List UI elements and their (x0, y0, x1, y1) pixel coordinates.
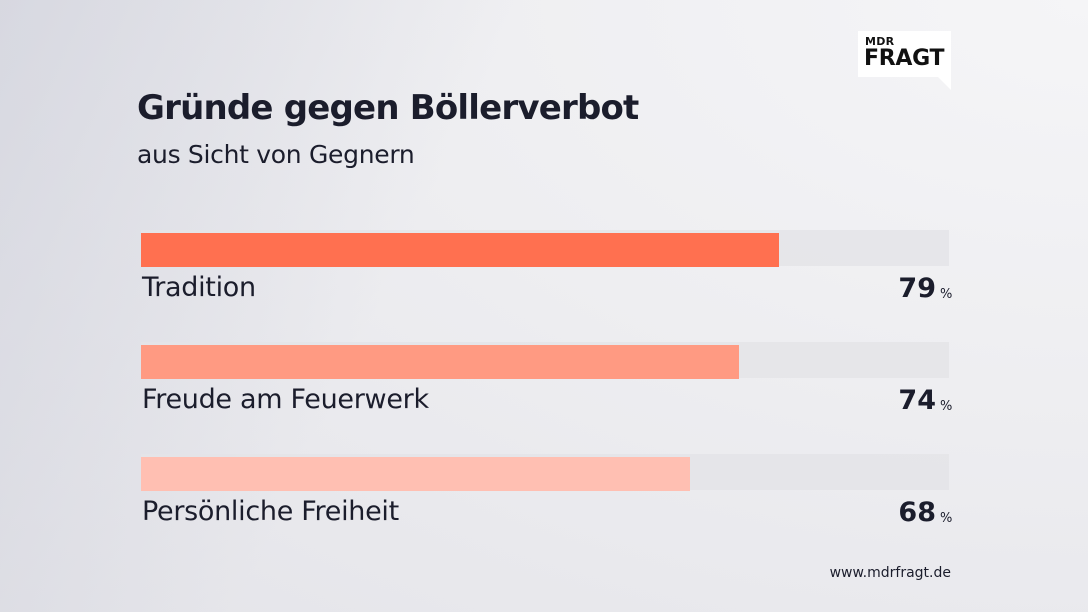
bar-value: 74 (898, 385, 936, 416)
bar-value: 79 (898, 273, 936, 304)
bar-unit: % (940, 511, 953, 526)
mdr-fragt-logo[interactable]: MDR FRAGT (858, 31, 951, 77)
bar-label: Tradition (142, 272, 256, 303)
bar (141, 457, 690, 491)
bar (141, 233, 779, 267)
source-link[interactable]: www.mdrfragt.de (829, 565, 951, 581)
bar-unit: % (940, 287, 953, 302)
logo-bottom-text: FRAGT (864, 46, 945, 71)
logo-top-text: MDR (865, 35, 895, 48)
chart-subtitle: aus Sicht von Gegnern (137, 140, 415, 169)
chart-title: Gründe gegen Böllerverbot (137, 88, 639, 128)
bar-value: 68 (898, 497, 936, 528)
bar (141, 345, 739, 379)
bar-label: Persönliche Freiheit (142, 496, 399, 527)
bar-unit: % (940, 399, 953, 414)
bar-label: Freude am Feuerwerk (142, 384, 429, 415)
logo-speech-tail (938, 77, 951, 90)
